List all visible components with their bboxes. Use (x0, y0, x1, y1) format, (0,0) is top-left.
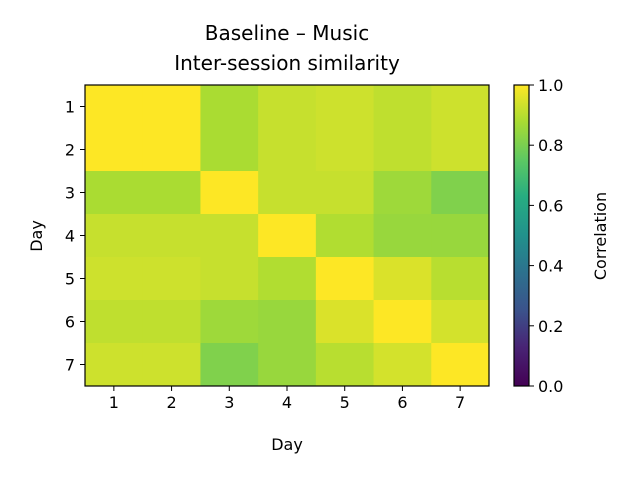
heatmap-cell (315, 85, 375, 129)
heatmap-cell (431, 85, 490, 129)
heatmap-cell (200, 257, 259, 301)
heatmap-cell (315, 214, 375, 258)
heatmap-cell (431, 300, 490, 344)
heatmap-cell (373, 85, 432, 129)
heatmap-cell (85, 257, 144, 301)
x-tick-label: 3 (224, 393, 234, 412)
heatmap-cell (200, 343, 259, 387)
heatmap-cell (373, 300, 432, 344)
heatmap-cell (431, 214, 490, 258)
heatmap-cell (142, 85, 201, 129)
heatmap-cell (258, 214, 317, 258)
colorbar-frame (513, 84, 530, 387)
x-tick-label: 2 (166, 393, 176, 412)
y-tick-label: 3 (65, 184, 75, 203)
heatmap-cell (200, 171, 259, 215)
y-axis-ticks: 1 2 3 4 5 6 7 (65, 98, 85, 375)
colorbar-tick-label: 1.0 (538, 76, 563, 95)
y-tick-label: 6 (65, 313, 75, 332)
heatmap-cell (142, 257, 201, 301)
colorbar-tick-label: 0.6 (538, 196, 563, 215)
y-tick-label: 4 (65, 227, 75, 246)
heatmap-cell (258, 257, 317, 301)
heatmap-cell (85, 128, 144, 172)
y-tick-label: 7 (65, 356, 75, 375)
colorbar-tick-label: 0.8 (538, 136, 563, 155)
heatmap-cell (258, 85, 317, 129)
heatmap-cell (85, 343, 144, 387)
colorbar-tick-label: 0.0 (538, 377, 563, 396)
heatmap-cell (315, 257, 375, 301)
heatmap-cell (373, 343, 432, 387)
heatmap-cell (200, 300, 259, 344)
heatmap-cells (85, 85, 490, 387)
heatmap-cell (85, 171, 144, 215)
colorbar-tick-label: 0.2 (538, 317, 563, 336)
colorbar (514, 85, 529, 386)
x-tick-label: 1 (109, 393, 119, 412)
heatmap-cell (258, 343, 317, 387)
heatmap-cell (373, 257, 432, 301)
heatmap-cell (373, 171, 432, 215)
heatmap-cell (142, 128, 201, 172)
heatmap-cell (258, 300, 317, 344)
colorbar-ticks: 0.0 0.2 0.4 0.6 0.8 1.0 (529, 76, 563, 396)
y-tick-label: 2 (65, 141, 75, 160)
x-tick-label: 4 (282, 393, 292, 412)
heatmap-cell (258, 171, 317, 215)
heatmap-cell (142, 300, 201, 344)
heatmap-cell (85, 214, 144, 258)
x-tick-label: 7 (455, 393, 465, 412)
heatmap-cell (200, 128, 259, 172)
heatmap-cell (315, 343, 375, 387)
y-tick-label: 1 (65, 98, 75, 117)
heatmap-cell (142, 171, 201, 215)
heatmap-cell (431, 171, 490, 215)
heatmap-cell (315, 300, 375, 344)
y-tick-label: 5 (65, 270, 75, 289)
heatmap-cell (85, 85, 144, 129)
heatmap-cell (85, 300, 144, 344)
heatmap-cell (315, 128, 375, 172)
heatmap-cell (373, 128, 432, 172)
heatmap-cell (431, 257, 490, 301)
heatmap-cell (200, 214, 259, 258)
x-axis-label: Day (271, 435, 303, 454)
y-axis-label: Day (27, 220, 46, 252)
chart-title: Baseline – Music (205, 21, 369, 45)
colorbar-tick-label: 0.4 (538, 257, 563, 276)
heatmap-cell (200, 85, 259, 129)
heatmap-cell (431, 128, 490, 172)
colorbar-label: Correlation (591, 192, 610, 280)
x-axis-ticks: 1 2 3 4 5 6 7 (109, 386, 465, 412)
x-tick-label: 6 (397, 393, 407, 412)
heatmap-cell (373, 214, 432, 258)
heatmap-cell (142, 343, 201, 387)
heatmap-cell (142, 214, 201, 258)
chart-subtitle: Inter-session similarity (174, 51, 400, 75)
heatmap-cell (258, 128, 317, 172)
heatmap-cell (315, 171, 375, 215)
x-tick-label: 5 (340, 393, 350, 412)
heatmap-cell (431, 343, 490, 387)
